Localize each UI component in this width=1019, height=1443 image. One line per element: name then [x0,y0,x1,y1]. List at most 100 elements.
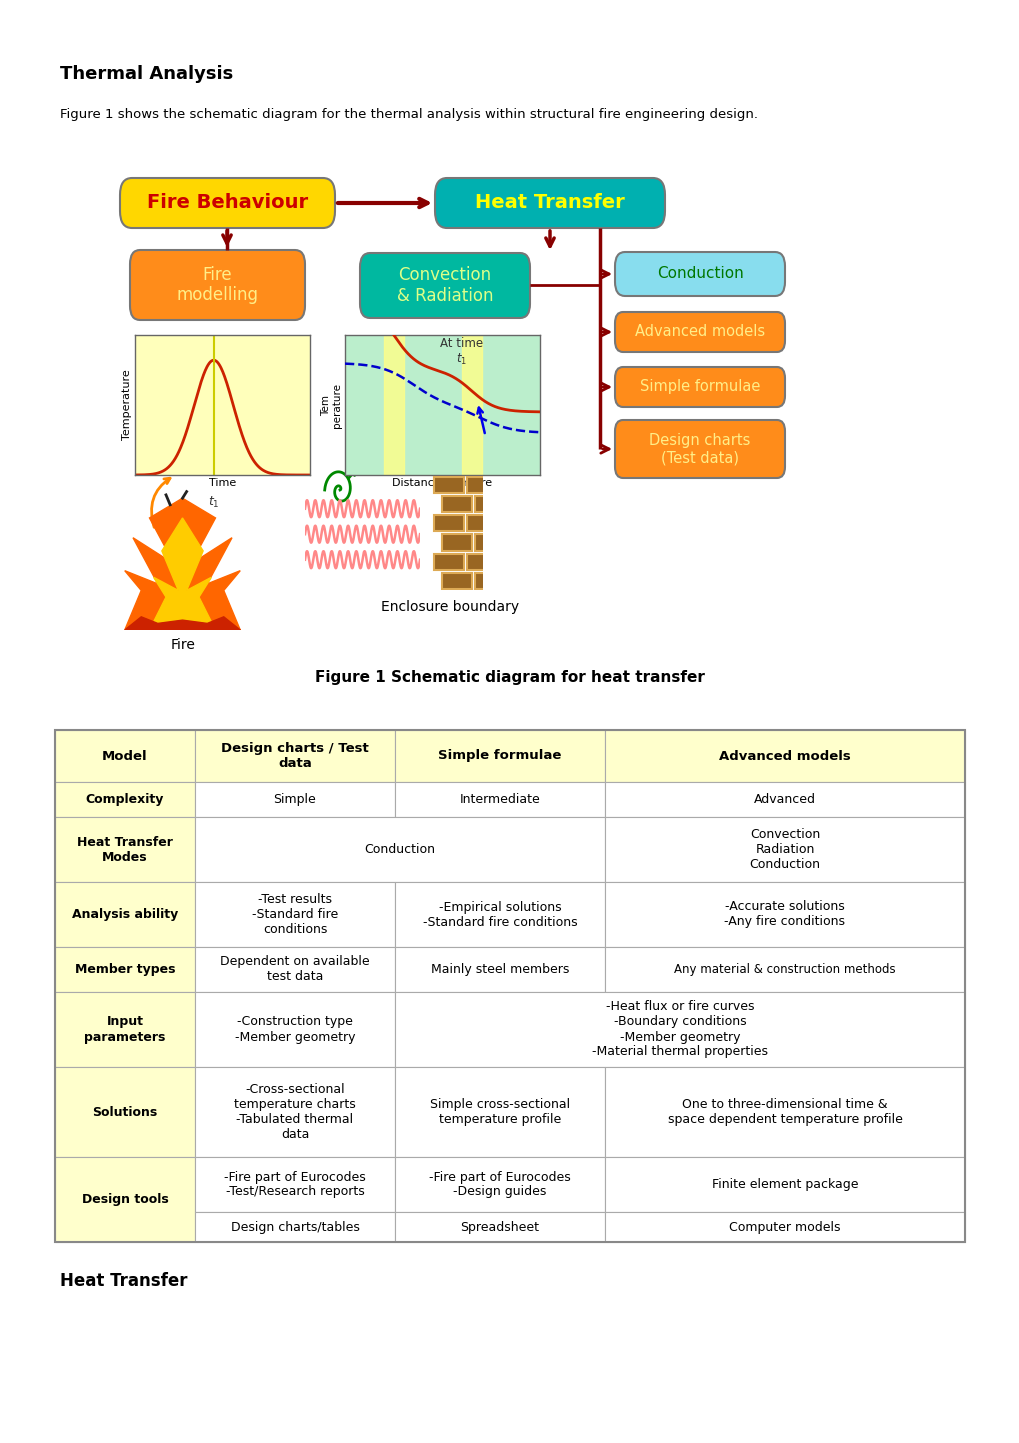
Text: Simple formulae: Simple formulae [639,380,759,394]
Bar [434,554,463,570]
Bar [195,1066,394,1157]
Bar [604,1066,964,1157]
Bar [467,515,495,531]
Y-axis label: Temperature: Temperature [122,369,132,440]
FancyBboxPatch shape [614,312,785,352]
Text: Member types: Member types [74,962,175,975]
Bar [55,882,195,947]
Text: One to three-dimensional time &
space dependent temperature profile: One to three-dimensional time & space de… [666,1098,902,1126]
Bar [442,534,471,551]
Bar [467,478,495,494]
Bar [442,573,471,589]
Bar [55,947,195,991]
Text: -Cross-sectional
temperature charts
-Tabulated thermal
data: -Cross-sectional temperature charts -Tab… [234,1084,356,1141]
Text: Design charts/tables: Design charts/tables [230,1221,359,1234]
Text: Fire
modelling: Fire modelling [176,266,258,304]
Bar [462,335,481,475]
FancyBboxPatch shape [614,253,785,296]
Bar [475,534,503,551]
FancyBboxPatch shape [614,420,785,478]
Bar [475,573,503,589]
Text: Heat Transfer: Heat Transfer [475,193,625,212]
Text: Dependent on available
test data: Dependent on available test data [220,955,370,984]
Text: Fire Behaviour: Fire Behaviour [147,193,308,212]
Text: Figure 1 shows the schematic diagram for the thermal analysis within structural : Figure 1 shows the schematic diagram for… [60,108,757,121]
Bar [195,730,394,782]
Text: Spreadsheet: Spreadsheet [460,1221,539,1234]
Text: Design charts / Test
data: Design charts / Test data [221,742,369,771]
Bar [55,991,195,1066]
Bar [467,554,495,570]
Bar [394,782,604,817]
Text: Advanced: Advanced [753,794,815,807]
Bar [604,947,964,991]
Text: -Fire part of Eurocodes
-Design guides: -Fire part of Eurocodes -Design guides [429,1170,571,1199]
Text: Convection
Radiation
Conduction: Convection Radiation Conduction [749,828,819,872]
FancyBboxPatch shape [120,177,334,228]
Text: Design tools: Design tools [82,1193,168,1206]
Text: Design charts
(Test data): Design charts (Test data) [649,433,750,465]
Text: Advanced models: Advanced models [634,325,764,339]
Bar [604,817,964,882]
Polygon shape [150,518,215,631]
Bar [604,782,964,817]
Text: Finite element package: Finite element package [711,1177,857,1190]
Bar [55,1157,195,1242]
Bar [394,1212,604,1242]
Text: Solutions: Solutions [93,1105,158,1118]
Text: -Accurate solutions
-Any fire conditions: -Accurate solutions -Any fire conditions [723,900,845,928]
Text: Simple formulae: Simple formulae [438,749,561,762]
Y-axis label: Tem
perature: Tem perature [320,382,342,427]
Text: Any material & construction methods: Any material & construction methods [674,962,895,975]
X-axis label: Time: Time [209,478,235,488]
Bar [195,947,394,991]
Bar [55,730,964,1242]
FancyBboxPatch shape [434,177,664,228]
Bar [394,991,964,1066]
Text: Input
parameters: Input parameters [85,1016,165,1043]
Bar [434,478,463,494]
Bar [195,1212,394,1242]
Text: Simple cross-sectional
temperature profile: Simple cross-sectional temperature profi… [430,1098,570,1126]
Text: Conduction: Conduction [656,267,743,281]
Bar [434,515,463,531]
Bar [383,335,404,475]
Text: Heat Transfer
Modes: Heat Transfer Modes [77,835,173,863]
Text: Enclosure boundary: Enclosure boundary [380,600,519,615]
Text: -Test results
-Standard fire
conditions: -Test results -Standard fire conditions [252,893,337,937]
Polygon shape [124,616,240,631]
Bar [394,947,604,991]
Bar [604,882,964,947]
Bar [604,730,964,782]
Text: -Empirical solutions
-Standard fire conditions: -Empirical solutions -Standard fire cond… [422,900,577,928]
Text: Simple: Simple [273,794,316,807]
Bar [195,1157,394,1212]
Bar [604,1157,964,1212]
Text: Computer models: Computer models [729,1221,840,1234]
Text: Convection
& Radiation: Convection & Radiation [396,266,493,304]
Text: Heat Transfer: Heat Transfer [60,1271,187,1290]
Text: Analysis ability: Analysis ability [71,908,178,921]
Bar [394,730,604,782]
Bar [55,782,195,817]
Text: -Heat flux or fire curves
-Boundary conditions
-Member geometry
-Material therma: -Heat flux or fire curves -Boundary cond… [591,1000,767,1059]
FancyBboxPatch shape [614,367,785,407]
Bar [604,1212,964,1242]
Bar [55,730,195,782]
Bar [55,817,195,882]
Bar [394,1066,604,1157]
Text: -Fire part of Eurocodes
-Test/Research reports: -Fire part of Eurocodes -Test/Research r… [224,1170,366,1199]
Text: Intermediate: Intermediate [460,794,540,807]
Bar [195,882,394,947]
Bar [394,882,604,947]
X-axis label: Distance from fire: Distance from fire [392,478,492,488]
Bar [195,817,604,882]
Polygon shape [124,498,240,631]
Text: Complexity: Complexity [86,794,164,807]
Bar [55,1066,195,1157]
Text: At time
$t_1$: At time $t_1$ [440,336,483,367]
Bar [195,991,394,1066]
FancyBboxPatch shape [129,250,305,320]
FancyBboxPatch shape [360,253,530,317]
Bar [394,1157,604,1212]
